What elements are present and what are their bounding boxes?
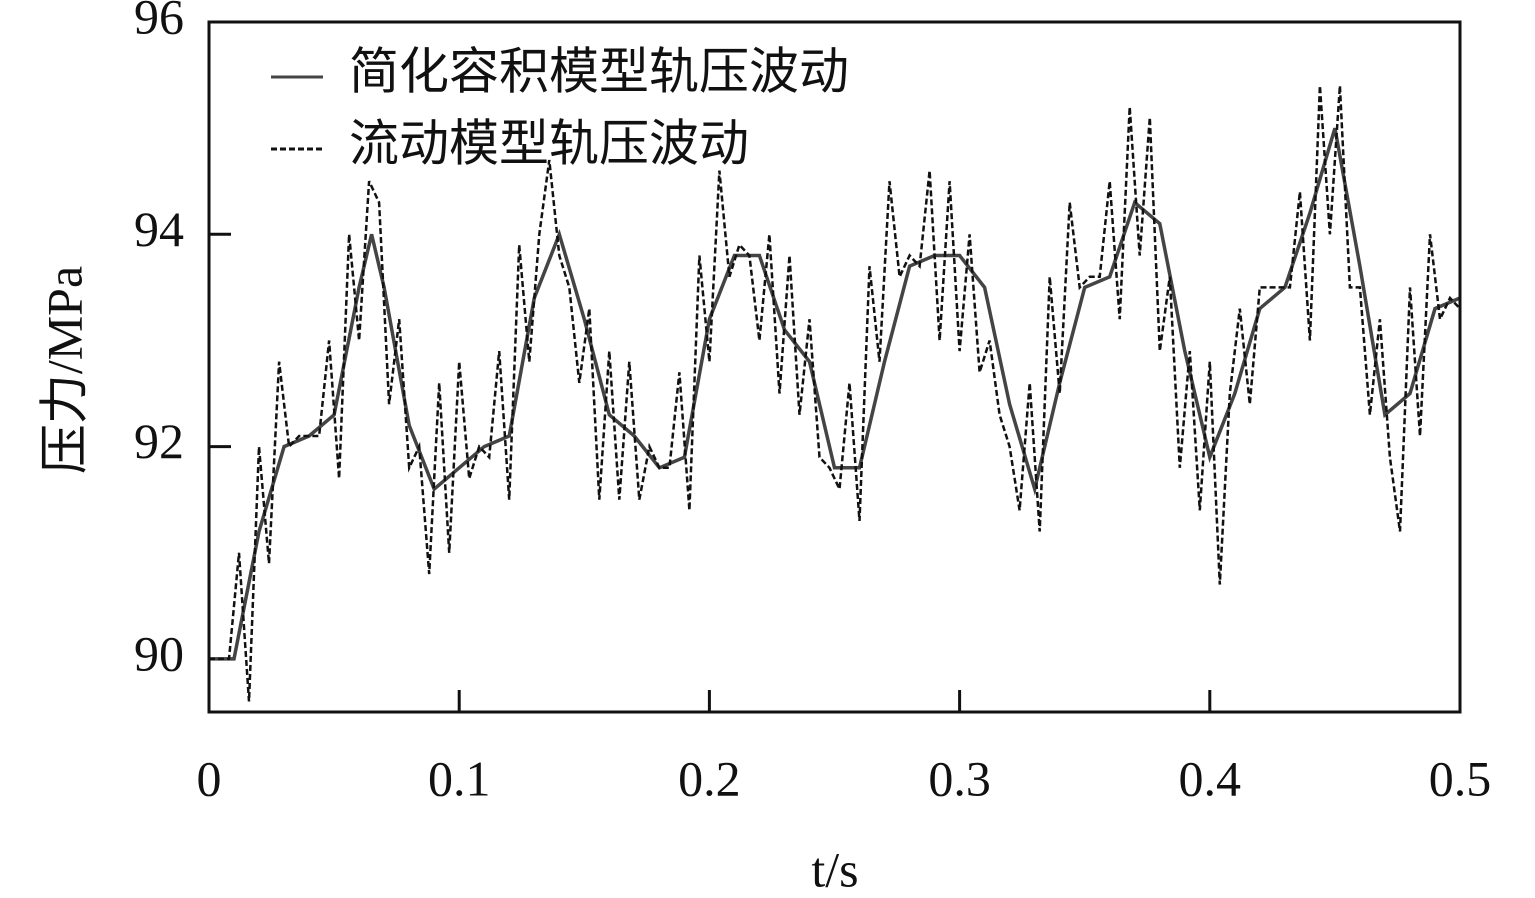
y-tick-label: 90	[134, 625, 184, 681]
legend-label: 流动模型轨压波动	[349, 115, 749, 171]
line-series	[209, 127, 1461, 661]
x-tick-label: 0.5	[1429, 750, 1492, 806]
x-tick-label: 0.2	[678, 750, 741, 806]
x-tick-label: 0	[197, 750, 222, 806]
x-tick-label: 0.1	[428, 750, 491, 806]
x-axis-label: t/s	[811, 841, 858, 897]
y-tick-label: 94	[134, 201, 184, 257]
y-tick-label: 92	[134, 413, 184, 469]
line-series	[209, 85, 1461, 702]
plot-frame	[207, 20, 1462, 714]
legend-label: 简化容积模型轨压波动	[349, 43, 849, 99]
y-tick-label: 96	[134, 0, 184, 44]
y-axis-label: 压力/MPa	[36, 266, 92, 474]
x-tick-label: 0.4	[1179, 750, 1242, 806]
x-tick-label: 0.3	[928, 750, 991, 806]
